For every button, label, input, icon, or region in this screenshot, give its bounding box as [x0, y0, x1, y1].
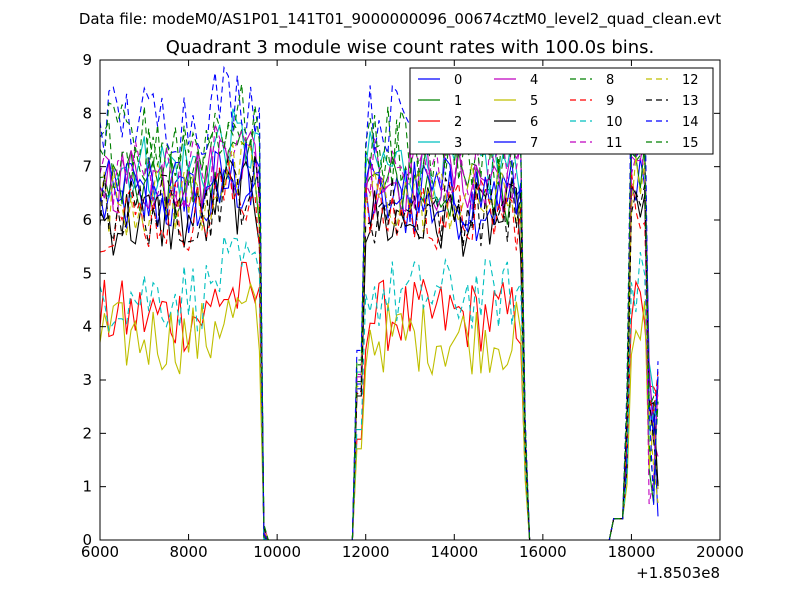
legend-label-14: 14	[682, 115, 699, 130]
axis-ticks: 6000 8000 10000 12000 14000 16000 18000 20000 0 1…	[81, 51, 744, 561]
series-layer	[100, 65, 659, 540]
legend-label-0: 0	[454, 73, 462, 88]
y-tick-label: 5	[82, 264, 92, 282]
x-offset-label: +1.8503e8	[636, 564, 720, 582]
legend-label-2: 2	[454, 115, 462, 130]
legend-label-1: 1	[454, 94, 462, 109]
plot-frame	[99, 59, 721, 541]
series-line-13	[100, 154, 659, 540]
x-tick-label: 18000	[608, 543, 656, 561]
x-tick-label: 16000	[519, 543, 567, 561]
series-line-11	[100, 124, 659, 540]
series-line-12	[100, 141, 659, 540]
series-line-5	[100, 282, 659, 540]
legend-label-3: 3	[454, 136, 462, 151]
x-tick-label: 6000	[81, 543, 119, 561]
series-line-14	[100, 65, 659, 540]
y-tick-label: 9	[82, 51, 92, 69]
data-file-header: Data file: modeM0/AS1P01_141T01_90000000…	[79, 10, 721, 29]
x-tick-label: 12000	[342, 543, 390, 561]
x-tick-label: 8000	[169, 543, 207, 561]
y-tick-label: 4	[82, 318, 92, 336]
y-tick-label: 0	[82, 531, 92, 549]
x-tick-label: 20000	[696, 543, 744, 561]
series-line-6	[100, 160, 659, 540]
x-tick-label: 14000	[430, 543, 478, 561]
series-line-8	[100, 106, 659, 540]
legend-label-15: 15	[682, 136, 699, 151]
series-line-9	[100, 159, 659, 540]
y-tick-label: 3	[82, 371, 92, 389]
legend-label-8: 8	[606, 73, 614, 88]
y-tick-label: 8	[82, 104, 92, 122]
y-tick-label: 7	[82, 158, 92, 176]
y-tick-label: 6	[82, 211, 92, 229]
chart-title: Quadrant 3 module wise count rates with …	[166, 37, 655, 58]
series-line-1	[100, 129, 659, 540]
legend-label-6: 6	[530, 115, 538, 130]
y-tick-label: 2	[82, 424, 92, 442]
series-line-10	[100, 236, 659, 540]
legend-label-10: 10	[606, 115, 623, 130]
series-line-2	[100, 261, 659, 540]
legend-label-11: 11	[606, 136, 623, 151]
legend-label-7: 7	[530, 136, 538, 151]
legend-label-13: 13	[682, 94, 699, 109]
x-tick-label: 10000	[253, 543, 301, 561]
series-line-15	[100, 84, 659, 540]
legend-label-4: 4	[530, 73, 538, 88]
legend-label-9: 9	[606, 94, 614, 109]
y-tick-label: 1	[82, 478, 92, 496]
legend-label-12: 12	[682, 73, 699, 88]
legend-box	[409, 67, 714, 155]
legend-label-5: 5	[530, 94, 538, 109]
